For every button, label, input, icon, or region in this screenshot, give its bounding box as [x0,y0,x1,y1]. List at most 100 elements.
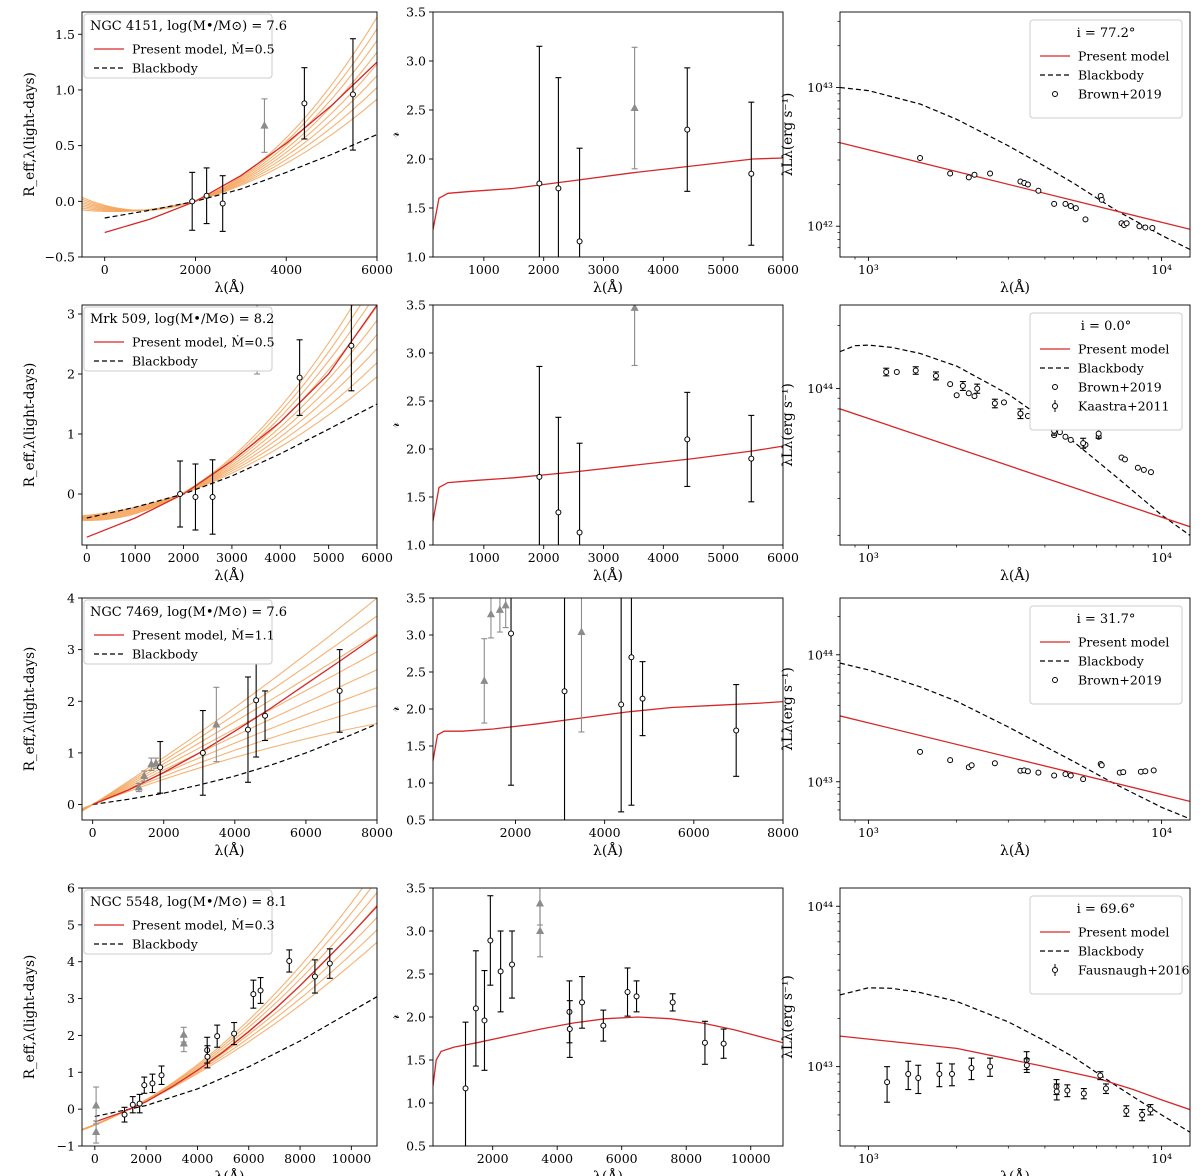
legend-model-label: Present model [1078,49,1169,64]
data-point [1062,200,1069,207]
data-point [536,473,543,480]
data-point [883,368,890,375]
data-point [209,494,216,500]
legend-data-swatch [1052,967,1058,973]
legend-bb-label: Blackbody [1078,68,1145,83]
legend-bb-label: Blackbody [132,937,199,952]
legend-bb-label: Blackbody [1078,361,1145,376]
grey-point [630,305,639,311]
x-axis-label: λ(Å) [215,841,245,859]
y-tick-label: 2.5 [406,103,426,118]
legend-data-label: Brown+2019 [1078,87,1162,102]
data-point [684,436,691,443]
data-point [561,688,568,695]
data-point [1053,1088,1060,1095]
grey-point [480,676,489,684]
x-tick-label: 6000 [361,262,393,277]
x-tick-label: 2000 [477,1151,509,1166]
legend-model-label: Present model [1078,925,1169,940]
panel-7: 0 2000 4000 6000 8000 0 1 2 3 4 λ(Å) R_eff,λ(light-… [22,591,393,860]
x-tick-label: 0 [101,262,109,277]
x-tick-label: 0 [91,1151,99,1166]
plot-area [433,598,783,820]
x-tick-label: 10⁴ [1151,825,1172,840]
axes-frame [432,597,784,821]
data-point [204,1053,211,1060]
data-point [508,630,515,637]
fan-curve [82,723,377,810]
data-point [936,1070,943,1077]
data-point [947,757,954,764]
data-point [618,701,625,708]
data-point [1051,772,1058,779]
axes-frame [432,11,784,258]
axes-frame [81,597,378,821]
y-tick-label: 3.0 [406,924,426,939]
y-tick-label: 2.5 [406,394,426,409]
legend-title: i = 69.6° [1077,902,1136,917]
data-point [1120,769,1127,776]
x-tick-label: 6000 [361,550,393,565]
y-tick-label: 1.0 [406,538,426,553]
grey-point [501,600,510,609]
data-point [600,1022,607,1029]
plot-area [840,86,1190,251]
x-tick-label: 8000 [284,1151,316,1166]
plot-area [840,344,1190,536]
fan-curve [82,362,377,517]
model-curve [840,1035,1190,1111]
y-tick-label: 10⁴³ [807,774,833,789]
data-point [1095,430,1102,437]
y-axis-label: λLλ(erg s⁻¹) [780,975,796,1058]
y-tick-label: 1.5 [406,490,426,505]
y-tick-label: 0 [67,1102,75,1117]
model-curve [840,408,1190,528]
fan-curve [82,669,377,811]
fan-curve [82,306,377,520]
data-point [991,400,998,407]
legend-bb-label: Blackbody [132,61,199,76]
legend-data-swatch [1052,91,1058,97]
data-point [141,1082,148,1089]
x-axis-label: λ(Å) [1000,1167,1030,1176]
data-point [348,342,355,349]
data-point [1142,224,1149,231]
x-tick-label: 4000 [182,1151,214,1166]
data-point [1150,767,1157,774]
blackbody-curve [840,344,1190,536]
data-point [286,957,293,964]
legend-box [83,889,273,955]
data-point [987,170,994,177]
data-point [1140,466,1147,473]
x-tick-label: 1000 [119,550,151,565]
grey-point [486,609,495,618]
panel-4: 0 1000 2000 3000 4000 5000 6000 0 1 2 3 λ(Å) R_eff,λ… [22,304,393,584]
y-tick-label: 3.0 [406,54,426,69]
fan-curve [82,705,377,810]
legend-box [83,306,273,372]
data-point [262,712,269,719]
data-point [177,491,184,497]
data-point [965,174,972,181]
x-tick-label: 2000 [168,550,200,565]
fan-curve [82,615,377,812]
legend-title: i = 77.2° [1077,26,1136,41]
x-tick-label: 4000 [647,550,679,565]
panel-title: Mrk 509, log(M•/M⊙) = 8.2 [90,312,274,327]
y-tick-label: 10⁴³ [807,1059,833,1074]
data-point [121,1111,128,1118]
fan-curve [82,87,377,212]
data-point [968,1065,975,1072]
y-tick-label: 3.0 [406,346,426,361]
plot-area [82,888,377,1144]
grey-point [134,782,143,791]
x-tick-label: 0 [89,825,97,840]
y-axis-label: λLλ(erg s⁻¹) [780,383,796,466]
data-point [1035,187,1042,194]
data-point [336,687,343,694]
y-tick-label: 10⁴⁴ [807,647,833,662]
panel-8: 2000 4000 6000 8000 0.5 1.0 1.5 2.0 2.5 3.0 3.5 λ(Å… [387,591,799,860]
data-point [1000,399,1007,406]
x-tick-label: 3000 [588,550,620,565]
